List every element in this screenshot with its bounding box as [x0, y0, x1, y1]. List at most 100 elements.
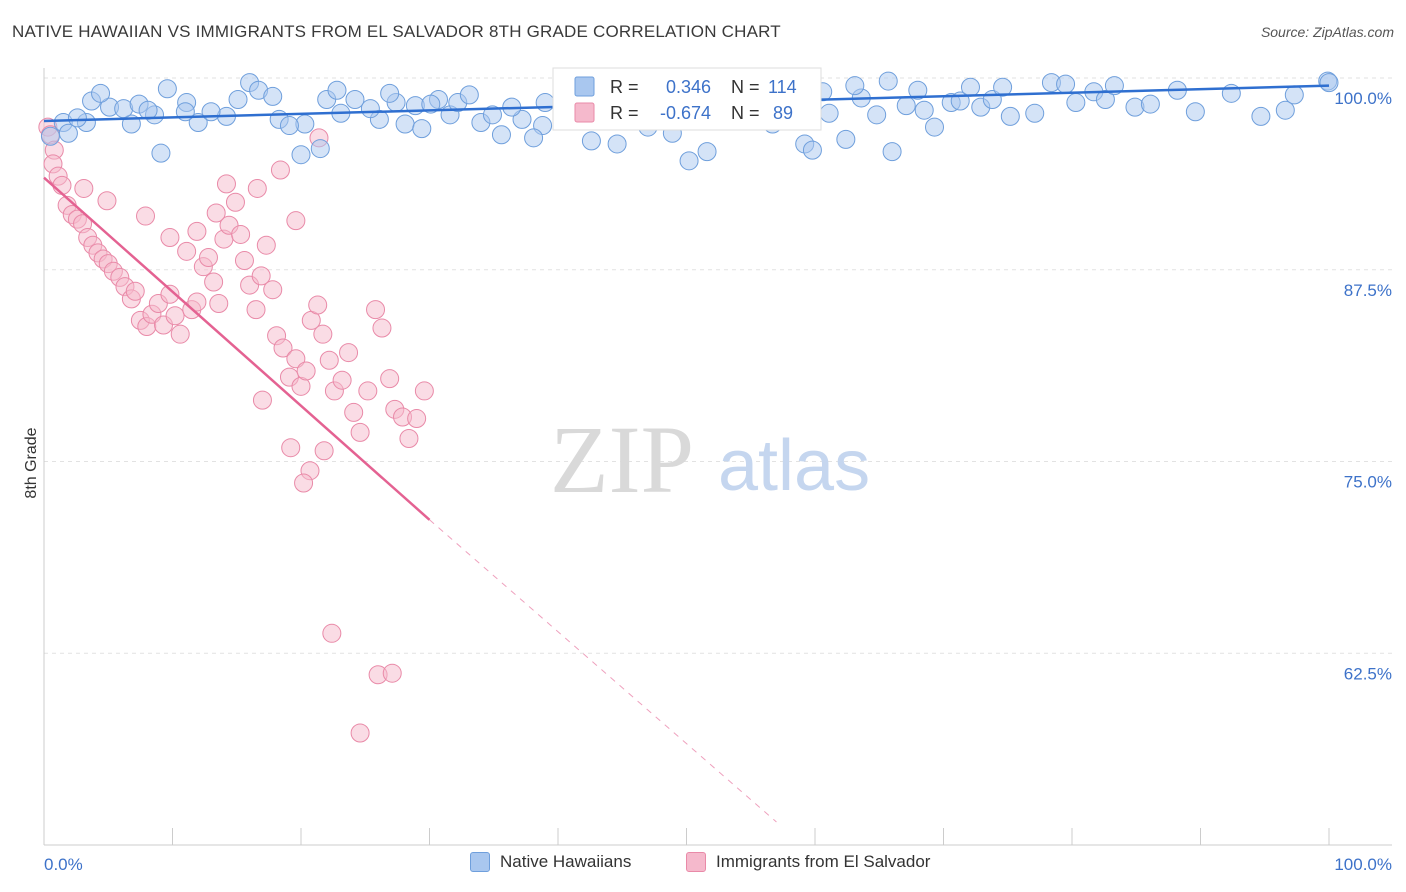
native-hawaiians-point-112: [1056, 74, 1076, 94]
el-salvador-point-84: [294, 473, 314, 493]
native-hawaiians-point-52: [679, 151, 699, 171]
y-tick-label-3: 62.5%: [1344, 664, 1392, 683]
axes: [43, 68, 1392, 846]
legend-r-label-2: R =: [610, 103, 639, 123]
el-salvador-point-59: [350, 422, 370, 442]
el-salvador-point-26: [165, 306, 185, 326]
native-hawaiians-point-61: [819, 103, 839, 123]
legend-swatch-blue: [574, 76, 595, 97]
native-hawaiians-point-20: [263, 86, 283, 106]
native-hawaiians-point-0: [40, 126, 60, 146]
native-hawaiians-point-84: [1251, 106, 1271, 126]
native-hawaiians-point-65: [882, 142, 902, 162]
native-hawaiians-point-64: [867, 105, 887, 125]
el-salvador-point-38: [231, 224, 251, 244]
trend-line-el-salvador-extension: [429, 519, 777, 823]
el-salvador-point-58: [344, 402, 364, 422]
y-tick-label-1: 87.5%: [1344, 281, 1392, 300]
watermark-zip: ZIP: [550, 406, 694, 513]
native-hawaiians-point-62: [836, 129, 856, 149]
legend-r-value-1: 0.346: [666, 77, 711, 97]
el-salvador-point-63: [380, 369, 400, 389]
bottom-legend: Native Hawaiians Immigrants from El Salv…: [0, 850, 1406, 880]
el-salvador-point-75: [247, 178, 267, 198]
native-hawaiians-point-96: [412, 119, 432, 139]
el-salvador-point-71: [136, 206, 156, 226]
stats-legend: R = 0.346 N = 114 R = -0.674 N = 89: [552, 67, 822, 131]
legend-r-value-2: -0.674: [660, 103, 711, 123]
el-salvador-point-72: [160, 228, 180, 248]
legend-n-value-1: 114: [768, 77, 797, 97]
el-salvador-point-85: [322, 623, 342, 643]
native-hawaiians-point-21: [291, 145, 311, 165]
el-salvador-point-61: [366, 300, 386, 320]
el-salvador-point-70: [206, 203, 226, 223]
native-hawaiians-point-60: [802, 140, 822, 160]
legend-n-label-1: N =: [731, 77, 760, 97]
el-salvador-point-43: [256, 235, 276, 255]
legend-swatch-pink: [574, 102, 595, 123]
el-salvador-point-73: [97, 191, 117, 211]
native-hawaiians-point-107: [845, 76, 865, 96]
native-hawaiians-point-91: [157, 79, 177, 99]
el-salvador-point-52: [308, 295, 328, 315]
x-tick-label-1: 100.0%: [1334, 855, 1392, 874]
el-salvador-point-37: [225, 192, 245, 212]
el-salvador-point-77: [270, 160, 290, 180]
native-hawaiians-point-37: [491, 125, 511, 145]
el-salvador-point-34: [209, 293, 229, 313]
native-hawaiians-point-99: [524, 128, 544, 148]
el-salvador-point-57: [339, 343, 359, 363]
native-hawaiians-point-109: [908, 80, 928, 100]
legend-label-native-hawaiians: Native Hawaiians: [500, 852, 632, 871]
native-hawaiians-point-80: [1140, 94, 1160, 114]
el-salvador-point-50: [296, 361, 316, 381]
chart-source: Source: ZipAtlas.com: [1260, 24, 1394, 40]
y-axis-title: 8th Grade: [23, 427, 40, 498]
legend-n-value-2: 89: [773, 103, 793, 123]
native-hawaiians-point-95: [380, 83, 400, 103]
stats-legend-frame: [552, 67, 822, 131]
el-salvador-point-68: [414, 381, 434, 401]
el-salvador-point-44: [263, 280, 283, 300]
native-hawaiians-point-15: [228, 89, 248, 109]
el-salvador-point-88: [350, 723, 370, 743]
watermark: ZIP atlas: [550, 406, 870, 513]
el-salvador-point-39: [234, 251, 254, 271]
native-hawaiians-point-10: [138, 100, 158, 120]
el-salvador-point-67: [407, 409, 427, 429]
native-hawaiians-point-86: [1284, 85, 1304, 105]
native-hawaiians-point-46: [607, 134, 627, 154]
el-salvador-point-54: [319, 350, 339, 370]
el-salvador-point-5: [52, 175, 72, 195]
el-salvador-point-62: [372, 318, 392, 338]
el-salvador-point-28: [177, 241, 197, 261]
el-salvador-point-56: [332, 370, 352, 390]
el-salvador-point-79: [286, 211, 306, 231]
el-salvador-point-76: [216, 174, 236, 194]
native-hawaiians-point-53: [697, 142, 717, 162]
el-salvador-point-32: [198, 247, 218, 267]
native-hawaiians-point-93: [279, 116, 299, 136]
grid-lines: [44, 77, 1392, 654]
el-salvador-point-33: [204, 272, 224, 292]
legend-item-native-hawaiians: Native Hawaiians: [470, 852, 631, 872]
legend-swatch-native-hawaiians: [470, 852, 490, 872]
el-salvador-point-82: [314, 441, 334, 461]
y-tick-label-2: 75.0%: [1344, 473, 1392, 492]
native-hawaiians-point-26: [345, 89, 365, 109]
native-hawaiians-point-28: [360, 99, 380, 119]
native-hawaiians-point-23: [310, 139, 330, 159]
native-hawaiians-point-85: [1275, 100, 1295, 120]
el-salvador-point-81: [281, 438, 301, 458]
native-hawaiians-point-113: [1104, 76, 1124, 96]
el-salvador-point-60: [358, 381, 378, 401]
legend-label-el-salvador: Immigrants from El Salvador: [716, 852, 931, 871]
x-tick-label-0: 0.0%: [44, 855, 83, 874]
el-salvador-point-87: [382, 663, 402, 683]
native-hawaiians-point-92: [201, 102, 221, 122]
native-hawaiians-point-90: [91, 83, 111, 103]
native-hawaiians-point-88: [1319, 73, 1339, 93]
legend-item-el-salvador: Immigrants from El Salvador: [686, 852, 930, 872]
